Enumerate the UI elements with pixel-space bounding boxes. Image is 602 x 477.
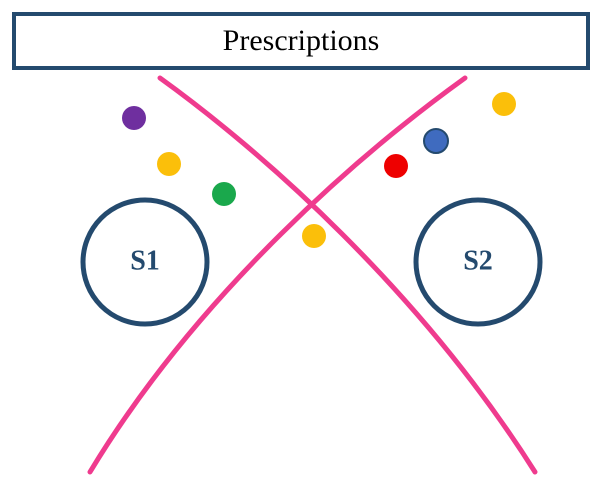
set-s2-label: S2 xyxy=(463,245,493,276)
dot-green xyxy=(212,182,236,206)
dot-red xyxy=(384,154,408,178)
prescriptions-title-box: Prescriptions xyxy=(12,12,590,70)
curve-right-to-left xyxy=(87,75,468,475)
set-s1-circle xyxy=(80,197,210,327)
set-s2-circle xyxy=(413,197,543,327)
dot-purple xyxy=(122,106,146,130)
dot-blue xyxy=(423,128,449,154)
dot-yellow-center xyxy=(302,224,326,248)
set-s1-label: S1 xyxy=(130,245,160,276)
curve-left-to-right xyxy=(157,75,538,475)
dot-yellow-left xyxy=(157,152,181,176)
dot-yellow-right xyxy=(492,92,516,116)
page-title: Prescriptions xyxy=(222,24,380,57)
